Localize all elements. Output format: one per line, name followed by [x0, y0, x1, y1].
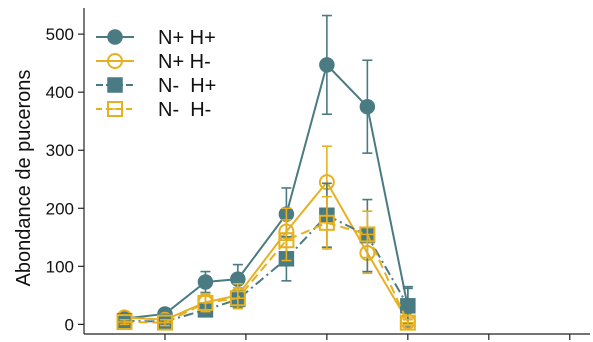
data-point	[197, 274, 214, 290]
data-point	[197, 294, 214, 311]
legend-entry-1: N+ H+	[96, 27, 216, 49]
data-point	[156, 314, 173, 331]
data-point	[399, 314, 416, 331]
data-point	[359, 226, 376, 243]
legend-label: N- H-	[158, 99, 211, 121]
series-layer	[116, 14, 416, 331]
series-4	[116, 195, 416, 331]
legend-label: N+ H+	[158, 27, 216, 49]
legend-entry-3: N- H+	[96, 75, 216, 97]
legend-entry-4: N- H-	[96, 99, 211, 121]
data-point	[229, 290, 246, 307]
legend-marker	[107, 77, 123, 93]
y-tick-label: 400	[46, 83, 74, 102]
legend-marker	[107, 101, 123, 117]
data-point	[116, 314, 133, 331]
y-tick-label: 100	[46, 257, 74, 276]
legend-label: N- H+	[158, 75, 216, 97]
y-axis-label: Abondance de pucerons	[13, 70, 35, 287]
series-line	[124, 180, 409, 322]
y-tick-label: 500	[46, 25, 74, 44]
y-tick-label: 0	[65, 315, 74, 334]
legend-label: N+ H-	[158, 51, 211, 73]
legend-marker	[107, 53, 123, 69]
series-line	[124, 62, 409, 320]
legend-marker	[107, 29, 123, 45]
data-point	[359, 98, 376, 115]
data-point	[278, 232, 295, 249]
y-tick-label: 300	[46, 141, 74, 160]
data-point	[318, 214, 335, 231]
legend-entry-2: N+ H-	[96, 51, 211, 73]
data-point	[319, 57, 335, 73]
legend: N+ H+N+ H-N- H+N- H-	[96, 27, 216, 121]
y-tick-label: 200	[46, 199, 74, 218]
axes: 0 100 200 300 400 500	[46, 8, 590, 340]
